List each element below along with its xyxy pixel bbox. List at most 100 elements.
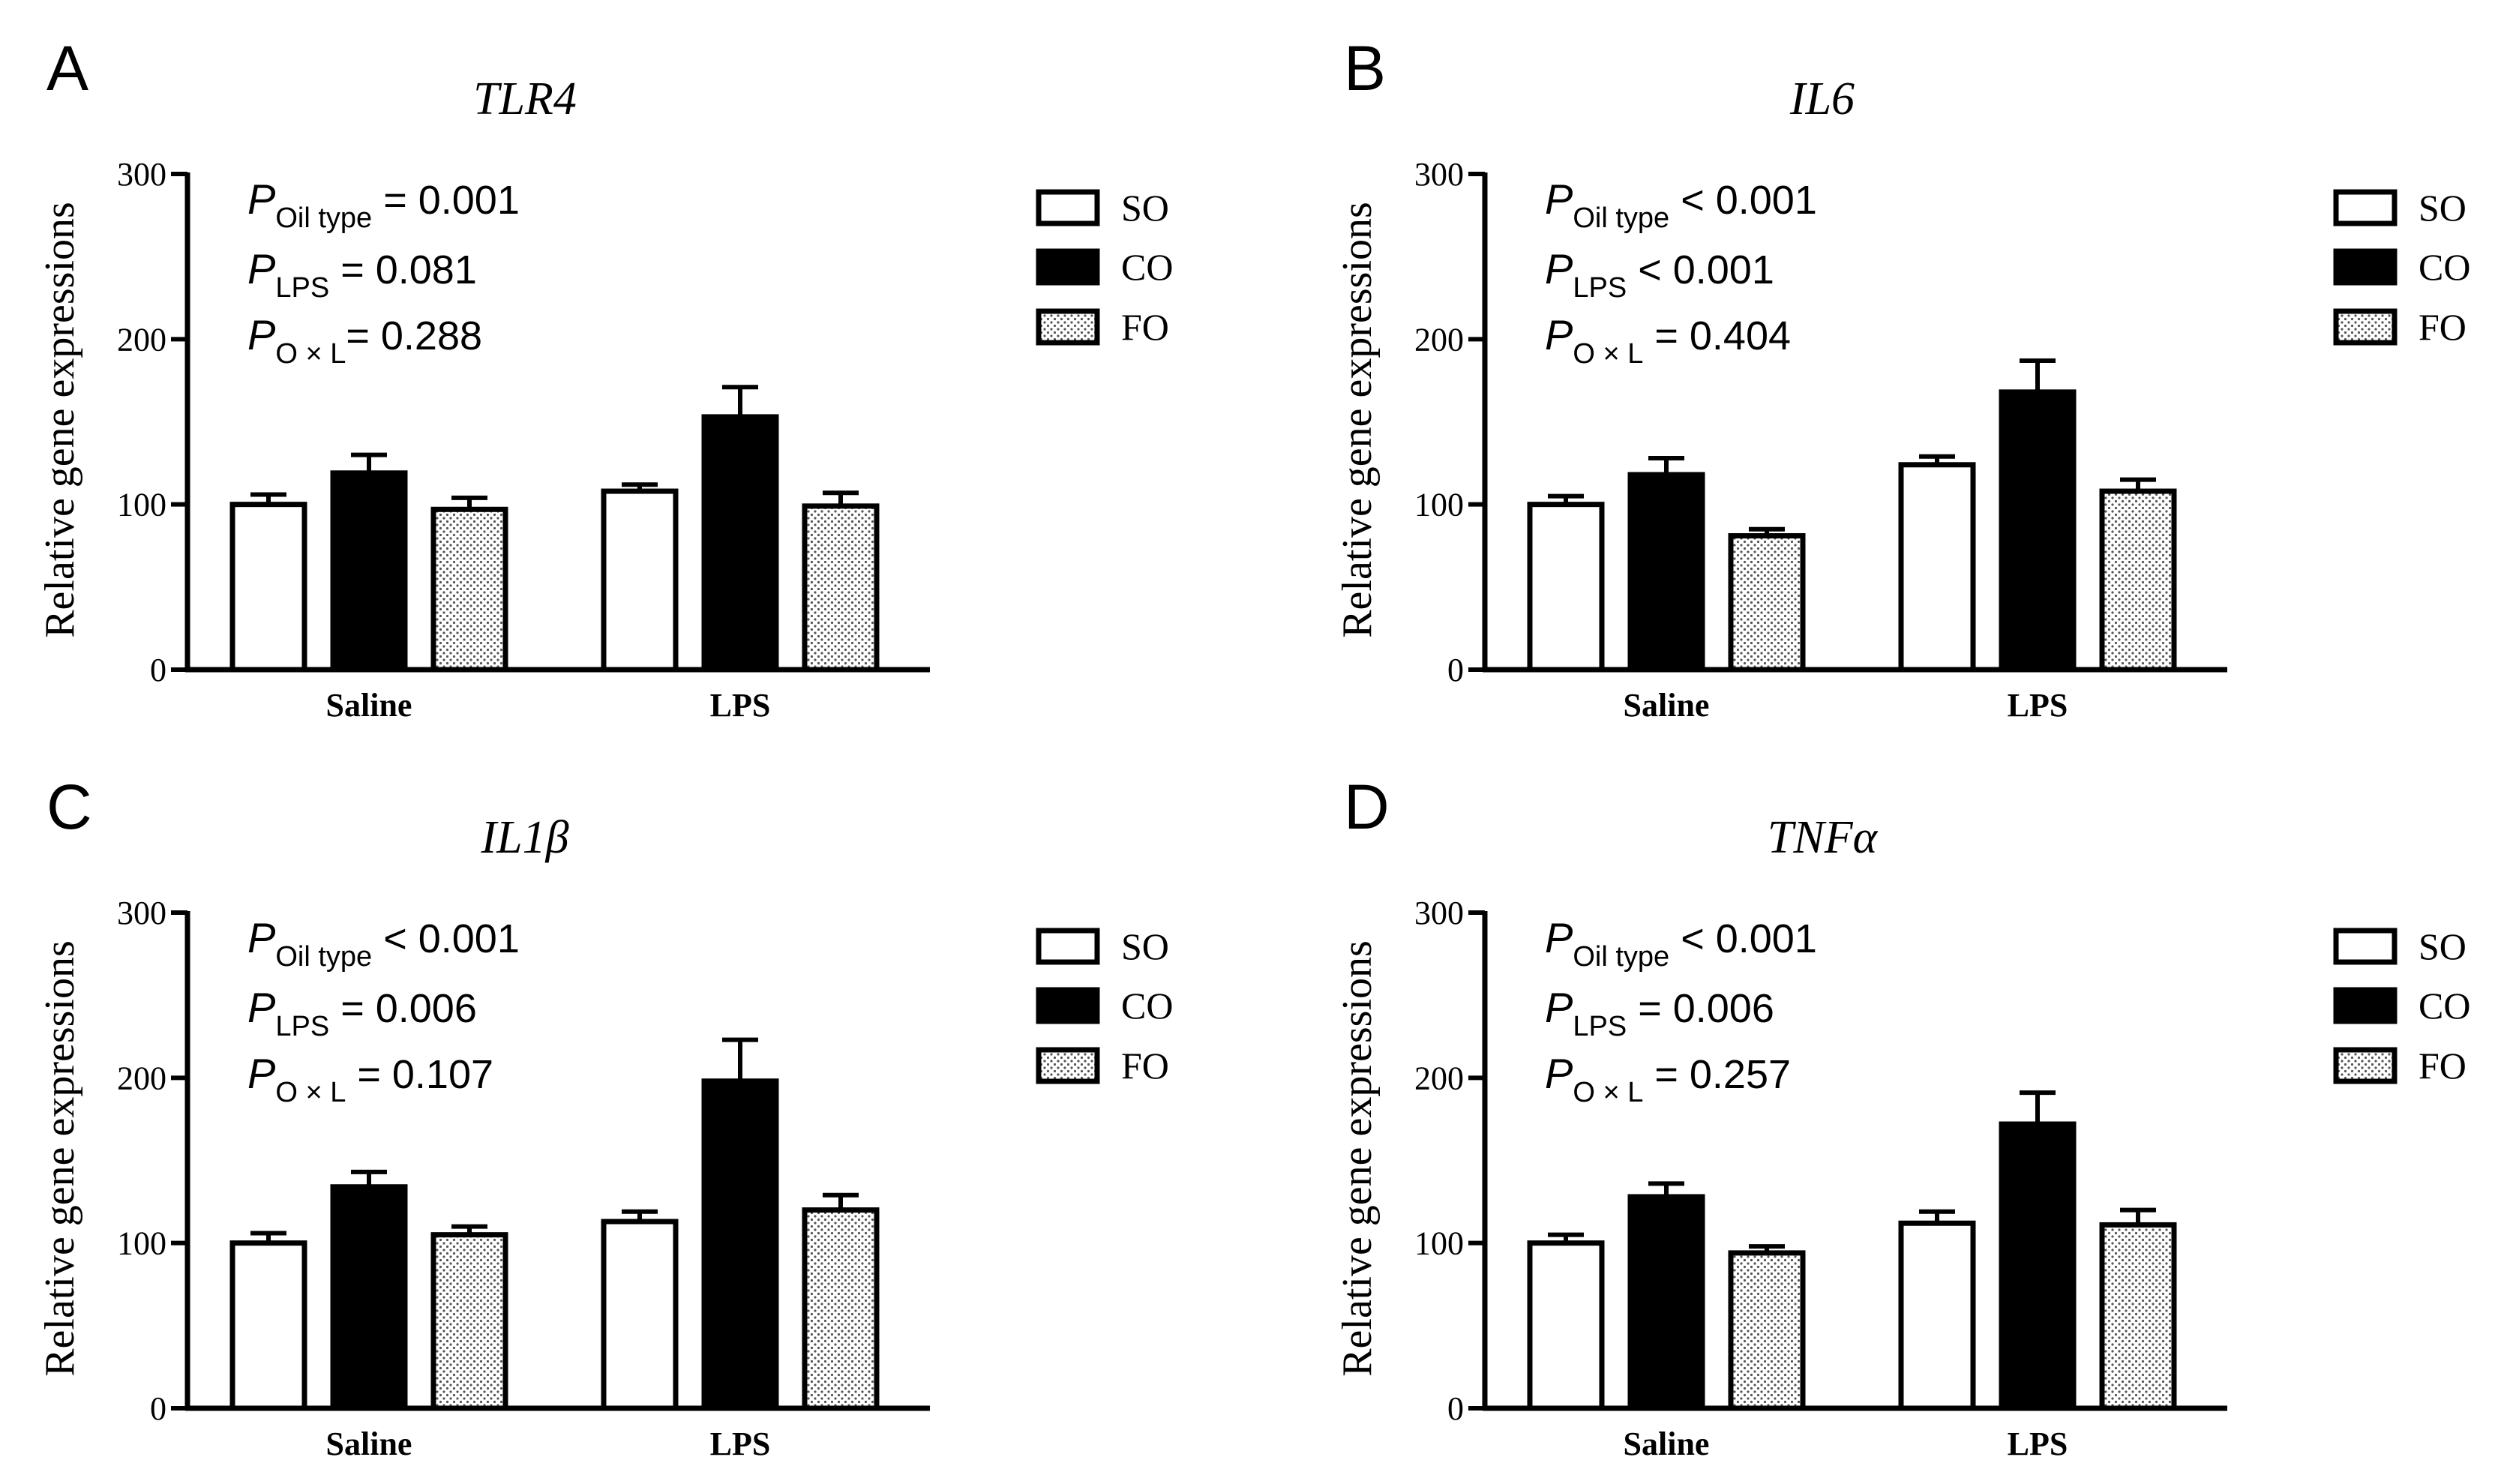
chart-title: TNFα xyxy=(1768,812,1879,863)
x-tick-label: LPS xyxy=(710,687,771,724)
stat-value: = 0.081 xyxy=(329,247,477,292)
stat-line: POil type < 0.001 xyxy=(247,914,520,973)
stat-line: PO × L = 0.107 xyxy=(247,1050,493,1108)
stat-subscript: Oil type xyxy=(275,941,372,973)
stat-line: PLPS = 0.081 xyxy=(247,245,477,304)
legend-label: SO xyxy=(1121,187,1169,229)
bar-so-lps xyxy=(601,488,679,673)
stat-p-symbol: P xyxy=(1545,311,1573,358)
bar-co-saline xyxy=(330,1184,408,1411)
legend-swatch-fo xyxy=(1036,1047,1100,1084)
panel-letter: B xyxy=(1344,33,1386,103)
stat-value: = 0.006 xyxy=(329,986,477,1031)
y-tick-label: 0 xyxy=(1447,652,1464,688)
y-axis-label: Relative gene expressions xyxy=(37,940,83,1377)
legend-label: CO xyxy=(2419,985,2470,1027)
legend-swatch-co xyxy=(1036,987,1100,1024)
bar-co-lps xyxy=(701,1078,779,1411)
bar-fo-lps xyxy=(802,503,880,673)
chart-title: IL1β xyxy=(480,812,568,863)
stat-p-symbol: P xyxy=(1545,175,1573,223)
y-tick-label: 100 xyxy=(1414,487,1464,523)
bar-so-saline xyxy=(1527,1240,1605,1411)
stat-p-symbol: P xyxy=(1545,984,1573,1031)
bar-fo-lps xyxy=(2099,1222,2177,1411)
chart-panel-c: C IL1β Relative gene expressions 0 100 200 300… xyxy=(37,772,1173,1462)
y-tick-label: 0 xyxy=(150,1390,166,1427)
legend-label: FO xyxy=(1121,306,1169,348)
x-tick-label: LPS xyxy=(2008,687,2068,724)
y-tick-label: 100 xyxy=(117,487,166,523)
legend-swatch-so xyxy=(1036,189,1100,226)
legend-swatch-fo xyxy=(1036,308,1100,346)
bar-co-saline xyxy=(1627,1194,1705,1411)
chart-title: IL6 xyxy=(1789,73,1855,124)
panel-letter: A xyxy=(46,33,88,103)
x-tick-label: LPS xyxy=(2008,1426,2068,1462)
stat-value: < 0.001 xyxy=(1627,247,1774,292)
stat-line: POil type = 0.001 xyxy=(247,175,520,234)
stat-line: PLPS = 0.006 xyxy=(247,984,477,1042)
stat-p-symbol: P xyxy=(247,914,275,961)
bar-fo-lps xyxy=(2099,488,2177,673)
bar-fo-saline xyxy=(430,1232,508,1411)
legend-swatch-co xyxy=(1036,248,1100,286)
bar-co-lps xyxy=(1999,389,2077,673)
legend-label: SO xyxy=(1121,925,1169,967)
y-tick-label: 0 xyxy=(150,652,166,688)
stat-value: = 0.404 xyxy=(1643,313,1791,358)
legend-label: CO xyxy=(2419,246,2470,288)
y-axis-label: Relative gene expressions xyxy=(1334,202,1381,638)
bar-co-saline xyxy=(1627,472,1705,673)
stat-value: = 0.006 xyxy=(1627,986,1774,1031)
bar-co-saline xyxy=(330,470,408,673)
y-tick-label: 100 xyxy=(117,1225,166,1262)
y-tick-label: 100 xyxy=(1414,1225,1464,1262)
stat-subscript: Oil type xyxy=(1573,202,1669,234)
stat-p-symbol: P xyxy=(1545,245,1573,292)
legend-swatch-fo xyxy=(2333,1047,2398,1084)
chart-panel-a: A TLR4 Relative gene expressions 0 100 200 300… xyxy=(37,33,1173,724)
legend-label: CO xyxy=(1121,985,1173,1027)
legend-swatch-so xyxy=(2333,189,2398,226)
stat-subscript: LPS xyxy=(1573,1011,1627,1042)
panel-letter: C xyxy=(46,772,92,842)
chart-title: TLR4 xyxy=(473,73,577,124)
stat-line: POil type < 0.001 xyxy=(1545,175,1817,234)
bar-co-lps xyxy=(701,414,779,673)
x-tick-label: LPS xyxy=(710,1426,771,1462)
stat-line: PLPS < 0.001 xyxy=(1545,245,1774,304)
y-tick-label: 200 xyxy=(1414,1060,1464,1096)
x-tick-label: Saline xyxy=(326,1426,412,1462)
y-axis-label: Relative gene expressions xyxy=(1334,940,1381,1377)
bar-so-saline xyxy=(1527,502,1605,673)
stat-value: = 0.257 xyxy=(1643,1052,1791,1097)
y-tick-label: 200 xyxy=(117,1060,166,1096)
legend-swatch-so xyxy=(2333,928,2398,965)
stat-value: < 0.001 xyxy=(1669,916,1817,961)
bar-fo-saline xyxy=(1728,1250,1806,1411)
stat-subscript: O × L xyxy=(1573,338,1643,370)
stat-line: PLPS = 0.006 xyxy=(1545,984,1774,1042)
x-tick-label: Saline xyxy=(1624,687,1710,724)
stat-p-symbol: P xyxy=(247,245,275,292)
stat-value: = 0.288 xyxy=(346,313,482,358)
x-tick-label: Saline xyxy=(1624,1426,1710,1462)
bar-fo-saline xyxy=(430,506,508,673)
legend-label: FO xyxy=(1121,1045,1169,1087)
stat-p-symbol: P xyxy=(247,175,275,223)
stat-subscript: O × L xyxy=(1573,1077,1643,1108)
bar-so-saline xyxy=(229,1240,307,1411)
legend-swatch-co xyxy=(2333,987,2398,1024)
stat-p-symbol: P xyxy=(1545,1050,1573,1097)
stat-line: PO × L = 0.404 xyxy=(1545,311,1791,370)
legend-label: CO xyxy=(1121,246,1173,288)
stat-subscript: Oil type xyxy=(275,202,372,234)
stat-p-symbol: P xyxy=(1545,914,1573,961)
y-axis-label: Relative gene expressions xyxy=(37,202,83,638)
stat-subscript: LPS xyxy=(275,1011,329,1042)
chart-panel-b: B IL6 Relative gene expressions 0 100 200 300 S… xyxy=(1334,33,2470,724)
chart-panel-d: D TNFα Relative gene expressions 0 100 200 300… xyxy=(1334,772,2470,1462)
legend-swatch-fo xyxy=(2333,308,2398,346)
